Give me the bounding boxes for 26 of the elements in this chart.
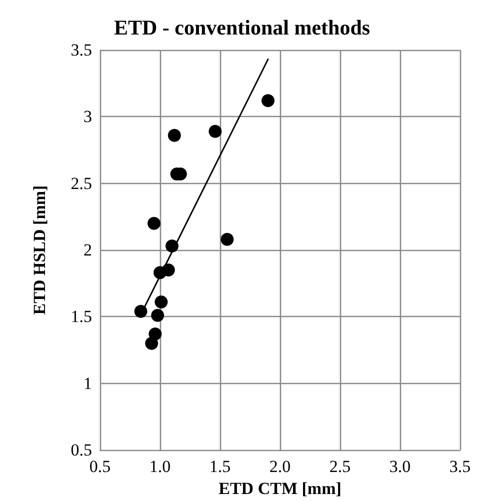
point bbox=[208, 124, 222, 138]
point bbox=[134, 304, 148, 318]
point bbox=[162, 264, 175, 276]
x-tick-label: 2.0 bbox=[269, 457, 291, 476]
point bbox=[262, 94, 274, 108]
x-tick-label: 3.5 bbox=[449, 457, 471, 476]
point bbox=[151, 308, 164, 322]
point bbox=[148, 216, 160, 230]
x-tick-label: 1.5 bbox=[209, 457, 231, 476]
y-tick-label: 3 bbox=[84, 107, 92, 126]
x-tick-label: 3.0 bbox=[389, 457, 411, 476]
x-tick-label: 2.5 bbox=[329, 457, 351, 476]
point bbox=[145, 336, 158, 350]
y-axis-title: ETD HSLD [mm] bbox=[30, 185, 49, 315]
y-tick-label: 1.5 bbox=[70, 307, 92, 326]
chart-title: ETD - conventional methods bbox=[114, 16, 370, 40]
y-tick-label: 0.5 bbox=[70, 440, 92, 460]
point bbox=[220, 232, 234, 246]
y-tick-label: 3.5 bbox=[70, 40, 92, 60]
y-tick-label: 2.5 bbox=[70, 174, 92, 193]
point bbox=[154, 296, 168, 308]
point bbox=[168, 128, 181, 142]
y-tick-label: 2 bbox=[84, 240, 92, 260]
x-axis-title: ETD CTM [mm] bbox=[218, 479, 342, 498]
y-tick-label: 1 bbox=[84, 374, 92, 393]
x-tick-label: 1.0 bbox=[149, 457, 171, 476]
